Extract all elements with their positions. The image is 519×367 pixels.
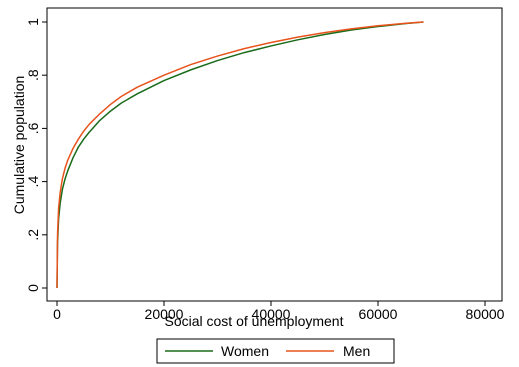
series-line-men	[56, 21, 424, 289]
legend-label-women: Women	[221, 343, 269, 359]
x-tick-label: 40000	[252, 306, 291, 322]
x-axis-title: Social cost of unemployment	[165, 313, 344, 329]
series-line-women	[56, 21, 424, 289]
plot-area	[46, 7, 503, 302]
y-axis-title: Cumulative population	[11, 76, 27, 215]
x-tick-label: 0	[53, 306, 61, 322]
legend: Women Men	[156, 338, 395, 364]
y-tick-label: 1	[25, 18, 41, 26]
y-tick-label: .6	[25, 122, 41, 134]
legend-label-men: Men	[343, 343, 370, 359]
y-axis: 0 .2 .4 .6 .8 1	[25, 18, 47, 292]
x-axis: 0 20000 40000 60000 80000	[53, 301, 505, 322]
series-layer	[56, 21, 424, 289]
y-tick-label: .4	[25, 176, 41, 188]
y-tick-label: 0	[25, 284, 41, 292]
x-tick-label: 60000	[359, 306, 398, 322]
y-tick-label: .8	[25, 69, 41, 81]
x-tick-label: 80000	[466, 306, 505, 322]
y-tick-label: .2	[25, 229, 41, 241]
x-tick-label: 20000	[145, 306, 184, 322]
